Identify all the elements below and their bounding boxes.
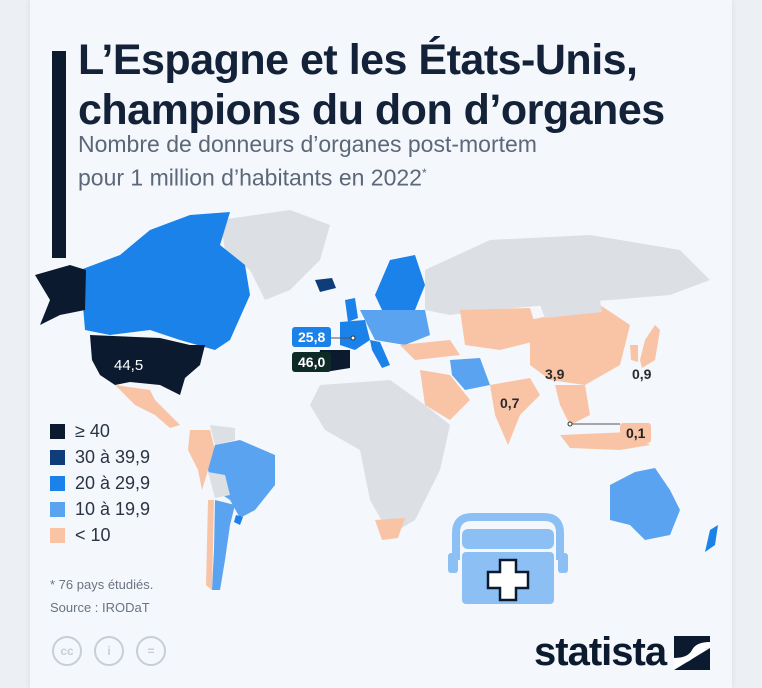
russia (425, 235, 710, 315)
mongolia (540, 300, 602, 318)
italy (370, 340, 390, 368)
canada (80, 212, 250, 350)
alaska (35, 265, 86, 325)
cc-license-icon[interactable]: cc (52, 636, 82, 666)
korea (630, 345, 638, 362)
label-spain: 46,0 (292, 352, 332, 372)
legend-swatch (50, 449, 65, 465)
venezuela (210, 425, 235, 445)
footnote: * 76 pays étudiés. (50, 577, 154, 592)
japan (640, 325, 660, 368)
legend-label: < 10 (75, 524, 111, 545)
subtitle-line-2: pour 1 million d’habitants en 2022* (78, 159, 537, 193)
page-title: L’Espagne et les États-Unis, champions d… (78, 35, 665, 135)
legend-swatch (50, 475, 65, 491)
chile (206, 500, 214, 590)
legend-item-30-39: 30 à 39,9 (50, 444, 150, 470)
world-map (35, 210, 718, 590)
title-line-1: L’Espagne et les États-Unis, (78, 36, 638, 84)
title-accent-bar (52, 51, 66, 258)
brand-name: statista (534, 630, 667, 674)
france (340, 320, 370, 350)
subtitle-line-1: Nombre de donneurs d’organes post-mortem (78, 131, 537, 157)
uk (345, 298, 358, 322)
central-europe (360, 310, 430, 345)
india (490, 378, 540, 445)
organ-cooler-icon (448, 513, 568, 604)
legend-swatch (50, 423, 65, 439)
source: Source : IRODaT (50, 600, 150, 615)
legend-label: ≥ 40 (75, 420, 110, 441)
turkey (400, 340, 460, 360)
kazakhstan (460, 308, 540, 350)
subtitle-text: pour 1 million d’habitants en 2022 (78, 164, 422, 191)
legend-item-ge40: ≥ 40 (50, 418, 150, 444)
iceland (315, 278, 336, 292)
brazil (208, 440, 275, 518)
usa (90, 335, 205, 395)
label-china: 3,9 (545, 366, 565, 382)
china (530, 305, 630, 385)
title-line-2: champions du don d’organes (78, 86, 665, 134)
saudi (420, 370, 470, 420)
legend-label: 10 à 19,9 (75, 498, 151, 519)
label-france: 25,8 (292, 327, 332, 347)
cc-noderivs-icon[interactable]: = (136, 636, 166, 666)
legend: ≥ 40 30 à 39,9 20 à 29,9 10 à 19,9 < 10 (50, 418, 150, 548)
legend-label: 20 à 29,9 (75, 472, 151, 493)
footnote-marker: * (421, 166, 427, 180)
africa (310, 380, 450, 535)
uruguay (234, 515, 243, 525)
label-indonesia: 0,1 (620, 423, 652, 443)
argentina (212, 500, 235, 590)
southeast-asia (555, 385, 590, 425)
legend-swatch (50, 527, 65, 543)
cc-attribution-icon[interactable]: i (94, 636, 124, 666)
subtitle: Nombre de donneurs d’organes post-mortem… (78, 130, 537, 193)
bolivia (208, 472, 230, 498)
notes: * 76 pays étudiés. Source : IRODaT (50, 573, 153, 619)
greenland (220, 210, 330, 300)
scandinavia (375, 255, 425, 315)
statista-logo[interactable]: statista (534, 630, 711, 675)
new-zealand (705, 525, 718, 552)
iran (450, 358, 490, 390)
australia (610, 468, 680, 540)
legend-swatch (50, 501, 65, 517)
legend-item-20-29: 20 à 29,9 (50, 470, 150, 496)
south-africa (375, 518, 405, 540)
legend-label: 30 à 39,9 (75, 446, 151, 467)
label-india: 0,7 (500, 395, 520, 411)
mexico (115, 385, 180, 428)
legend-item-lt10: < 10 (50, 522, 150, 548)
statista-logo-icon (674, 635, 711, 670)
colombia-peru (188, 430, 215, 490)
label-usa: 44,5 (114, 357, 144, 374)
label-japan: 0,9 (632, 366, 652, 382)
legend-item-10-19: 10 à 19,9 (50, 496, 150, 522)
